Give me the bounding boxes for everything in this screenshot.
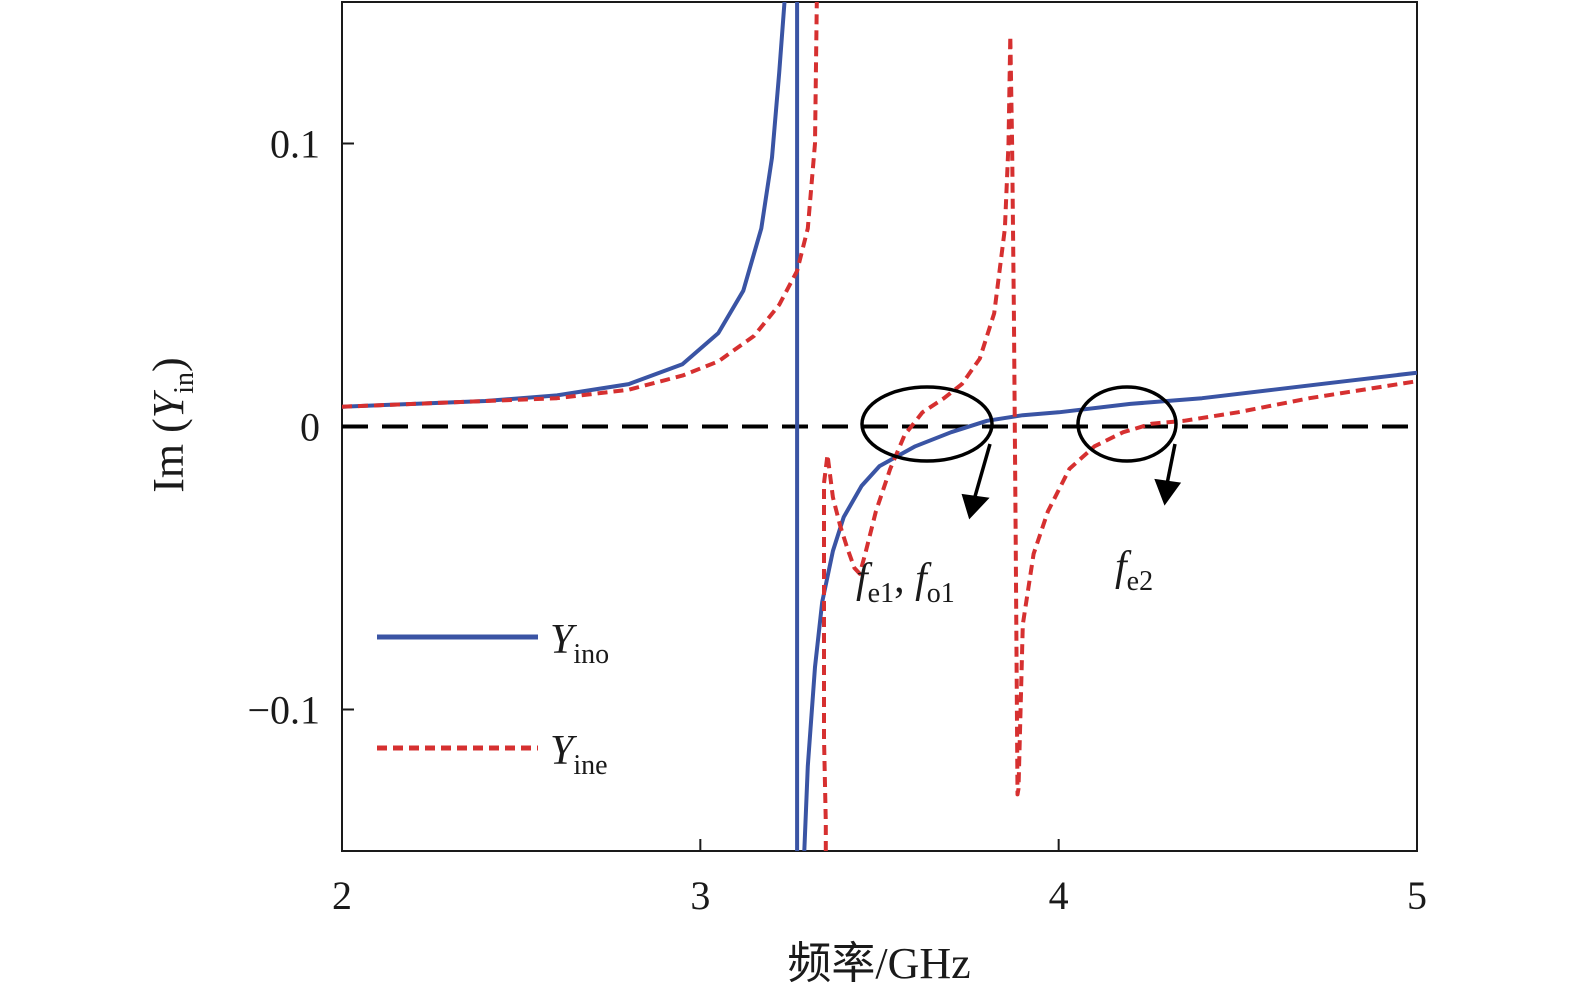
annotation-arrowhead-1 xyxy=(961,493,990,520)
legend-label-yino: Yino xyxy=(550,617,609,670)
x-tick-label-3: 3 xyxy=(690,873,710,918)
x-tick-label-2: 2 xyxy=(332,873,352,918)
annotation-arrowhead-2 xyxy=(1154,478,1182,506)
annotation-ellipse-2 xyxy=(1076,385,1178,463)
axis-ticks: 2 3 4 5 −0.1 0 0.1 xyxy=(247,122,1427,919)
annotation-fe2: fe2 xyxy=(1115,544,1153,597)
annotation-ellipse-1 xyxy=(860,385,994,463)
x-axis-label: 频率/GHz xyxy=(787,939,970,988)
series-group xyxy=(342,2,1417,851)
annotation-arrow-2 xyxy=(1165,443,1177,485)
legend-label-yine: Yine xyxy=(550,728,608,781)
legend: Yino Yine xyxy=(377,617,609,781)
annotation-markers xyxy=(860,385,1182,520)
y-tick-label-2: 0.1 xyxy=(270,122,320,167)
annotation-arrow-1 xyxy=(972,443,992,501)
series-line-yine xyxy=(342,2,1417,851)
y-tick-label-1: 0 xyxy=(300,405,320,450)
y-tick-label-0: −0.1 xyxy=(247,688,320,733)
x-tick-label-4: 4 xyxy=(1049,873,1069,918)
annotation-fe1-fo1: fe1, fo1 xyxy=(856,556,955,609)
y-axis-label: Im (Yin) xyxy=(144,357,200,492)
x-tick-label-5: 5 xyxy=(1407,873,1427,918)
